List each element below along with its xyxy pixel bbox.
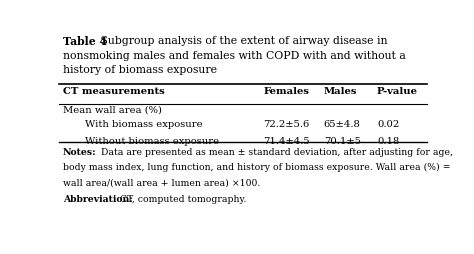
Text: 0.02: 0.02 bbox=[377, 120, 399, 129]
Text: CT measurements: CT measurements bbox=[63, 87, 164, 96]
Text: Abbreviation:: Abbreviation: bbox=[63, 195, 133, 203]
Text: 65±4.8: 65±4.8 bbox=[324, 120, 361, 129]
Text: With biomass exposure: With biomass exposure bbox=[85, 120, 202, 129]
Text: nonsmoking males and females with COPD with and without a: nonsmoking males and females with COPD w… bbox=[63, 51, 406, 61]
Text: CT, computed tomography.: CT, computed tomography. bbox=[117, 195, 247, 203]
Text: history of biomass exposure: history of biomass exposure bbox=[63, 65, 217, 75]
Text: Mean wall area (%): Mean wall area (%) bbox=[63, 106, 162, 115]
Text: Data are presented as mean ± standard deviation, after adjusting for age,: Data are presented as mean ± standard de… bbox=[98, 148, 453, 157]
Text: 72.2±5.6: 72.2±5.6 bbox=[263, 120, 310, 129]
Text: Males: Males bbox=[324, 87, 357, 96]
Text: 0.18: 0.18 bbox=[377, 137, 400, 146]
Text: Females: Females bbox=[263, 87, 309, 96]
Text: 71.4±4.5: 71.4±4.5 bbox=[263, 137, 310, 146]
Text: 70.1±5: 70.1±5 bbox=[324, 137, 361, 146]
Text: Notes:: Notes: bbox=[63, 148, 97, 157]
Text: body mass index, lung function, and history of biomass exposure. Wall area (%) =: body mass index, lung function, and hist… bbox=[63, 163, 450, 172]
Text: wall area/(wall area + lumen area) ×100.: wall area/(wall area + lumen area) ×100. bbox=[63, 179, 260, 188]
Text: Table 4: Table 4 bbox=[63, 36, 107, 47]
Text: P-value: P-value bbox=[377, 87, 418, 96]
Text: Without biomass exposure: Without biomass exposure bbox=[85, 137, 219, 146]
Text: Subgroup analysis of the extent of airway disease in: Subgroup analysis of the extent of airwa… bbox=[97, 36, 387, 46]
